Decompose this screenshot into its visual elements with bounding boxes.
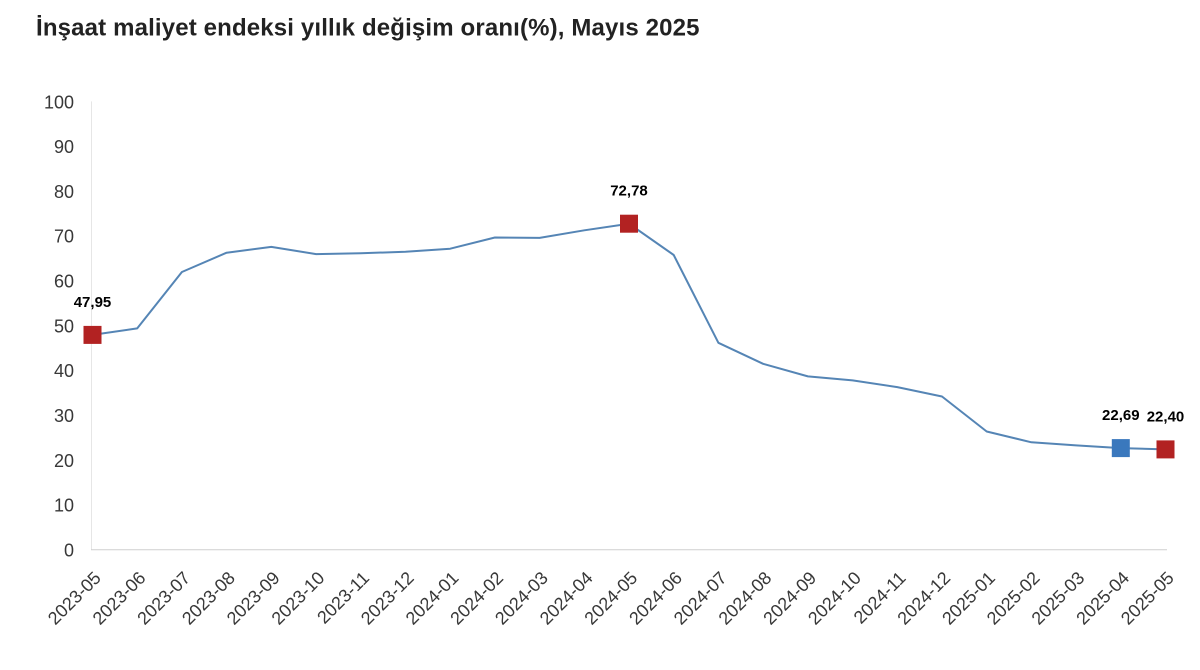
svg-text:80: 80	[54, 182, 74, 202]
svg-text:90: 90	[54, 137, 74, 157]
svg-text:22,69: 22,69	[1102, 407, 1140, 424]
svg-text:60: 60	[54, 272, 74, 292]
svg-text:72,78: 72,78	[610, 183, 648, 200]
svg-text:0: 0	[64, 540, 74, 560]
svg-text:50: 50	[54, 316, 74, 336]
svg-text:10: 10	[54, 496, 74, 516]
svg-text:20: 20	[54, 451, 74, 471]
svg-text:İnşaat maliyet endeksi yıllık: İnşaat maliyet endeksi yıllık değişim or…	[36, 15, 700, 42]
svg-text:100: 100	[44, 92, 74, 112]
svg-text:47,95: 47,95	[74, 294, 112, 311]
svg-text:70: 70	[54, 227, 74, 247]
svg-text:30: 30	[54, 406, 74, 426]
svg-text:22,40: 22,40	[1147, 408, 1185, 425]
svg-text:40: 40	[54, 361, 74, 381]
